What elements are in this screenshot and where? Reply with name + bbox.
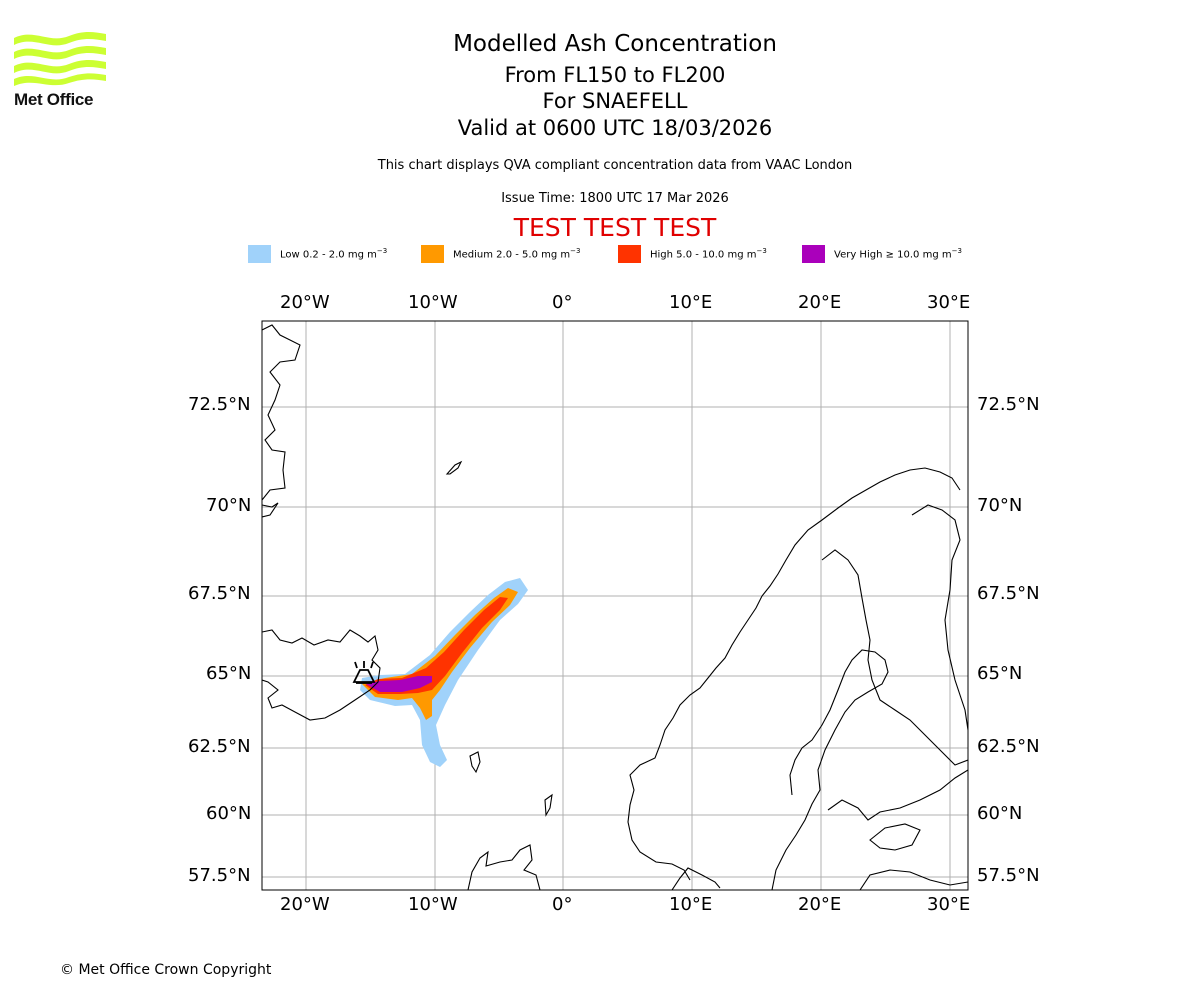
valid-time: Valid at 0600 UTC 18/03/2026 [457,116,773,140]
lat-label-left-57-5n: 57.5°N [188,865,251,886]
coastline-scotland [467,844,541,890]
lon-label-top-10w: 10°W [408,292,458,313]
lon-label-top-30e: 30°E [927,292,971,313]
map-frame [261,320,969,891]
legend-label-low: Low 0.2 - 2.0 mg m−3 [280,247,388,261]
legend-swatch-high [618,245,641,263]
lat-label-right-72-5n: 72.5°N [977,394,1040,415]
met-office-logo: Met Office [14,30,106,112]
legend-label-medium: Medium 2.0 - 5.0 mg m−3 [453,247,581,261]
lon-label-bottom-10w: 10°W [408,894,458,915]
test-banner: TEST TEST TEST [513,213,717,242]
lon-label-bottom-10e: 10°E [669,894,713,915]
coastline-baltic-inner [821,549,968,766]
lat-label-right-57-5n: 57.5°N [977,865,1040,886]
coastlines [262,324,968,890]
coastline-estonia [869,823,921,851]
coastline-norway [627,467,961,890]
legend-label-very-high: Very High ≥ 10.0 mg m−3 [834,247,962,261]
lat-label-left-62-5n: 62.5°N [188,736,251,757]
legend-swatch-medium [421,245,444,263]
lat-label-right-62-5n: 62.5°N [977,736,1040,757]
lon-label-bottom-20e: 20°E [798,894,842,915]
lon-label-top-20w: 20°W [280,292,330,313]
lon-label-bottom-0: 0° [552,894,573,915]
lat-label-right-60n: 60°N [977,803,1023,824]
lat-label-left-70n: 70°N [206,495,252,516]
lat-label-right-70n: 70°N [977,495,1023,516]
chart-description: This chart displays QVA compliant concen… [377,158,853,173]
volcano-name: For SNAEFELL [542,89,688,113]
lat-label-left-67-5n: 67.5°N [188,583,251,604]
lat-label-left-60n: 60°N [206,803,252,824]
coastline-greenland [262,324,301,518]
coastline-finland-east [911,504,968,731]
coastline-baltic-states [859,869,968,890]
lon-label-top-10e: 10°E [669,292,713,313]
graticule [262,321,968,890]
lon-label-top-0: 0° [552,292,573,313]
issue-time: Issue Time: 1800 UTC 17 Mar 2026 [501,191,729,206]
legend-swatch-very-high [802,245,825,263]
volcano-icon [352,661,376,684]
chart-title: Modelled Ash Concentration [453,31,777,57]
lat-label-left-65n: 65°N [206,663,252,684]
flight-level-range: From FL150 to FL200 [504,63,726,87]
lat-label-right-67-5n: 67.5°N [977,583,1040,604]
lon-label-top-20e: 20°E [798,292,842,313]
lat-label-right-65n: 65°N [977,663,1023,684]
lat-label-left-72-5n: 72.5°N [188,394,251,415]
coastline-iceland [262,629,381,721]
legend-label-high: High 5.0 - 10.0 mg m−3 [650,247,767,261]
met-office-waves-logo-icon [14,32,106,86]
logo-text: Met Office [14,90,94,109]
ash-very-high-region [366,676,432,692]
ash-high-region [365,597,508,694]
lon-label-bottom-20w: 20°W [280,894,330,915]
copyright-notice: © Met Office Crown Copyright [60,962,272,978]
lon-label-bottom-30e: 30°E [927,894,971,915]
coastline-faroe [469,751,481,774]
legend-swatch-low [248,245,271,263]
coastline-shetland [544,793,553,817]
coastline-jan-mayen [445,460,463,475]
ash-plume [360,578,528,767]
coastline-baltic [771,649,968,890]
